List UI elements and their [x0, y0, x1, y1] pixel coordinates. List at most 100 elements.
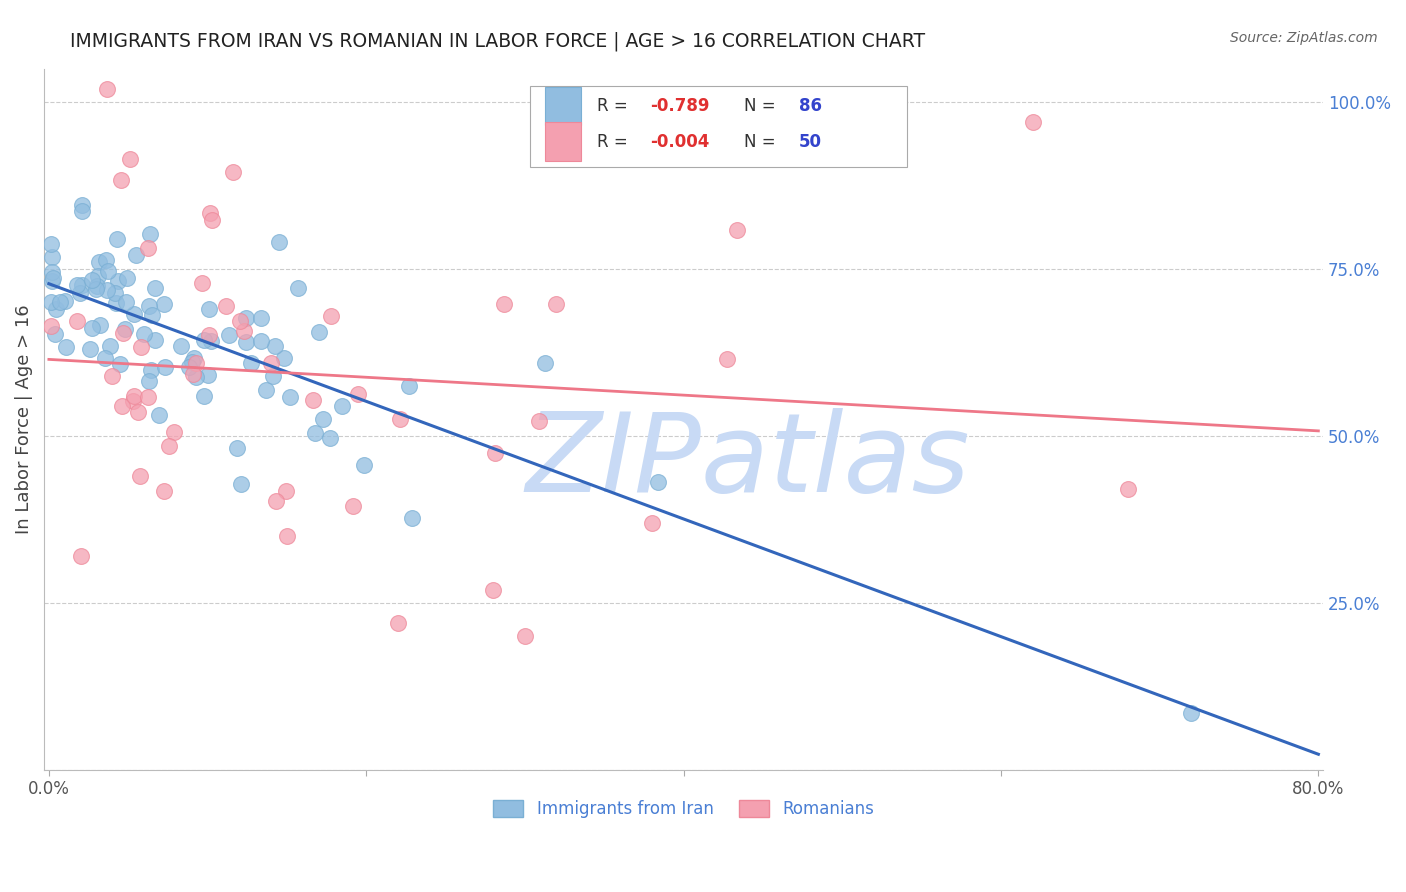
- Point: [262, 368, 284, 383]
- Point: [197, 368, 219, 383]
- Point: [641, 516, 664, 530]
- Point: [276, 529, 298, 543]
- Point: [110, 173, 132, 187]
- Point: [122, 389, 145, 403]
- Point: [398, 379, 420, 393]
- Bar: [546, 87, 581, 125]
- Point: [312, 411, 335, 425]
- Point: [53, 294, 76, 309]
- Point: [647, 475, 669, 489]
- Text: Source: ZipAtlas.com: Source: ZipAtlas.com: [1230, 31, 1378, 45]
- Y-axis label: In Labor Force | Age > 16: In Labor Force | Age > 16: [15, 304, 32, 534]
- Point: [152, 483, 174, 498]
- Point: [273, 351, 295, 365]
- Point: [41, 265, 63, 279]
- Point: [308, 325, 330, 339]
- Point: [115, 295, 138, 310]
- Point: [235, 311, 257, 326]
- Point: [66, 314, 89, 328]
- Point: [96, 283, 118, 297]
- Point: [134, 326, 156, 341]
- Point: [260, 356, 283, 370]
- Point: [39, 294, 62, 309]
- Point: [138, 299, 160, 313]
- Point: [301, 393, 323, 408]
- Point: [138, 374, 160, 388]
- Point: [387, 615, 409, 630]
- Point: [1180, 706, 1202, 721]
- Point: [266, 494, 288, 508]
- Point: [492, 297, 515, 311]
- Point: [198, 206, 221, 220]
- Point: [319, 431, 342, 445]
- Text: N =: N =: [744, 133, 780, 151]
- Point: [129, 469, 152, 483]
- Point: [122, 307, 145, 321]
- Point: [101, 369, 124, 384]
- Point: [70, 203, 93, 218]
- Point: [231, 476, 253, 491]
- Point: [45, 302, 67, 317]
- Point: [84, 283, 107, 297]
- Point: [98, 339, 121, 353]
- Point: [200, 334, 222, 349]
- Point: [184, 356, 207, 370]
- Point: [533, 356, 555, 370]
- Point: [41, 274, 63, 288]
- Point: [215, 299, 238, 313]
- Point: [304, 425, 326, 440]
- Point: [110, 357, 132, 371]
- Point: [141, 308, 163, 322]
- Point: [82, 321, 104, 335]
- Point: [218, 327, 240, 342]
- Point: [225, 441, 247, 455]
- Point: [330, 399, 353, 413]
- Point: [278, 390, 301, 404]
- Point: [347, 386, 370, 401]
- Text: -0.004: -0.004: [651, 133, 710, 151]
- Point: [263, 339, 285, 353]
- Point: [342, 499, 364, 513]
- Text: R =: R =: [596, 133, 633, 151]
- Point: [107, 274, 129, 288]
- Point: [94, 351, 117, 366]
- Point: [222, 165, 245, 179]
- Point: [353, 458, 375, 472]
- Text: 86: 86: [799, 97, 821, 115]
- Point: [136, 390, 159, 404]
- Point: [105, 232, 128, 246]
- Point: [49, 295, 72, 310]
- Text: N =: N =: [744, 97, 780, 115]
- Point: [153, 359, 176, 374]
- Point: [186, 370, 208, 384]
- Point: [1022, 115, 1045, 129]
- Point: [143, 281, 166, 295]
- Point: [181, 367, 204, 381]
- Point: [136, 241, 159, 255]
- Point: [127, 405, 149, 419]
- Text: IMMIGRANTS FROM IRAN VS ROMANIAN IN LABOR FORCE | AGE > 16 CORRELATION CHART: IMMIGRANTS FROM IRAN VS ROMANIAN IN LABO…: [70, 31, 925, 51]
- Point: [129, 340, 152, 354]
- Point: [193, 388, 215, 402]
- Point: [287, 280, 309, 294]
- Point: [115, 271, 138, 285]
- Text: R =: R =: [596, 97, 633, 115]
- Point: [157, 439, 180, 453]
- Point: [239, 356, 262, 370]
- Point: [79, 342, 101, 356]
- Point: [139, 363, 162, 377]
- Point: [139, 227, 162, 242]
- Point: [82, 273, 104, 287]
- Point: [148, 408, 170, 422]
- Point: [1116, 483, 1139, 497]
- Point: [86, 279, 108, 293]
- Text: 50: 50: [799, 133, 821, 151]
- Point: [152, 297, 174, 311]
- Point: [193, 333, 215, 347]
- Point: [87, 268, 110, 283]
- Point: [180, 355, 202, 369]
- Point: [69, 286, 91, 301]
- Point: [114, 322, 136, 336]
- Text: -0.789: -0.789: [651, 97, 710, 115]
- Point: [401, 510, 423, 524]
